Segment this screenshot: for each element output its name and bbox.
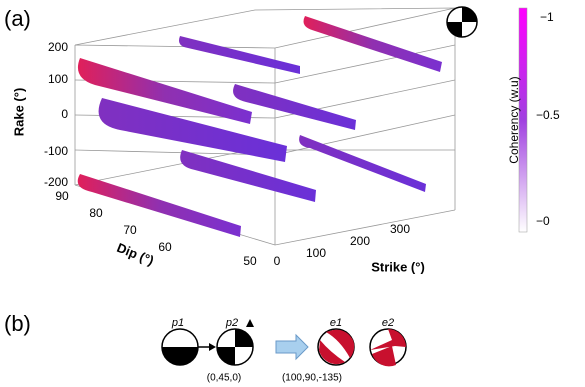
rake-tick: 0	[61, 107, 68, 121]
cluster	[303, 16, 442, 72]
strike-tick: 100	[306, 246, 326, 260]
colorbar	[518, 7, 528, 233]
colorbar-tick: −1	[540, 10, 554, 24]
dip-tick: 60	[158, 240, 172, 254]
panel-label: (a)	[4, 6, 31, 31]
cluster	[179, 36, 300, 74]
rake-title: Rake (°)	[11, 88, 26, 137]
strike-tick: 300	[390, 222, 410, 236]
rake-tick: -100	[44, 144, 68, 158]
mechanism-label: e2	[382, 317, 394, 329]
parameter-label: (100,90,-135)	[282, 373, 342, 384]
mechanism-label: e1	[330, 317, 342, 329]
cluster	[299, 135, 426, 192]
parameter-label: (0,45,0)	[207, 373, 241, 384]
rake-tick: 100	[48, 72, 68, 86]
mechanism-label: p2	[225, 317, 238, 329]
cluster	[233, 84, 356, 130]
colorbar-tick: −0.5	[536, 108, 560, 122]
dip-tick: 80	[89, 206, 103, 220]
strike-tick: 0	[274, 254, 281, 268]
beachball-icon	[446, 6, 478, 38]
dip-title: Dip (°)	[115, 240, 156, 268]
cluster	[77, 58, 252, 124]
rake-tick: -200	[44, 175, 68, 189]
clusters	[77, 16, 442, 237]
cluster	[180, 150, 316, 202]
rake-tick: 200	[48, 40, 68, 54]
mechanism-label: p1	[171, 317, 184, 329]
panel-label: (b)	[4, 311, 31, 336]
colorbar-tick: −0	[536, 214, 550, 228]
cluster	[77, 174, 241, 237]
dip-tick: 50	[243, 254, 257, 268]
dip-tick: 70	[123, 223, 137, 237]
beachballs	[161, 319, 407, 367]
strike-title: Strike (°)	[371, 259, 425, 274]
colorbar-title: Coherency (w.u)	[507, 76, 521, 163]
cluster	[98, 98, 287, 162]
strike-tick: 200	[350, 234, 370, 248]
dip-tick: 90	[55, 189, 69, 203]
